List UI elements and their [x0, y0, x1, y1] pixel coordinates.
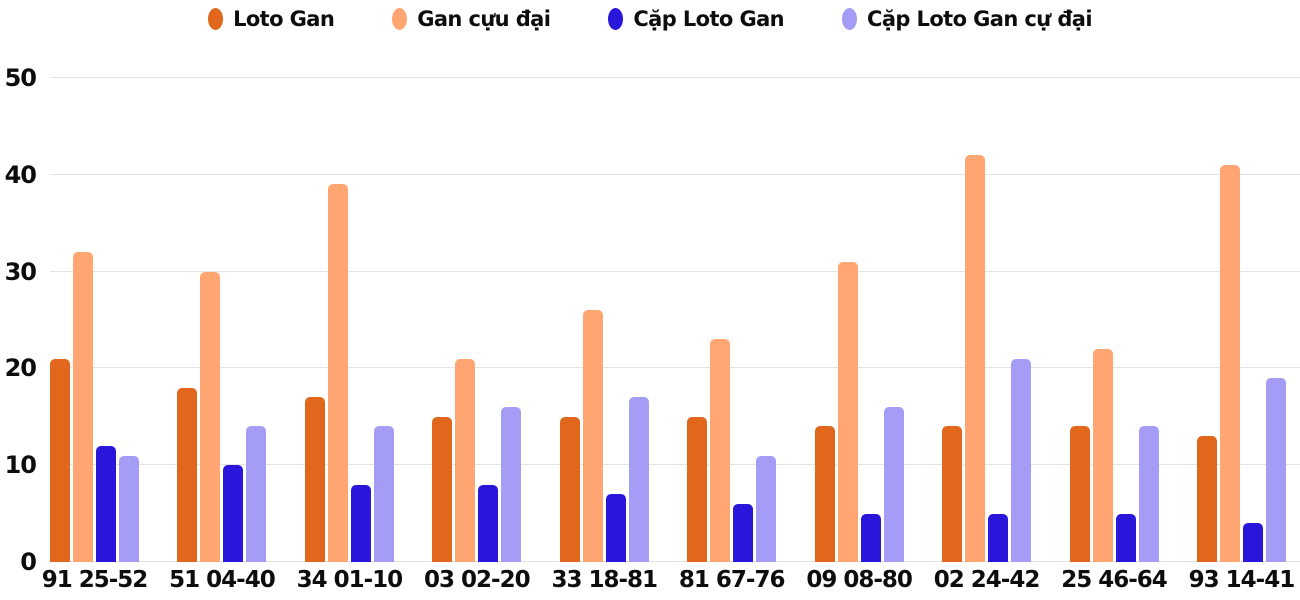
bar-group-25-46-64: 25 46-64 [1061, 78, 1168, 593]
bar-cap-loto-gan [1242, 523, 1263, 562]
bar-cap-loto-gan [1115, 513, 1136, 562]
legend-item-cap-loto-gan: Cặp Loto Gan [608, 7, 785, 31]
x-axis-label: 93 14-41 [1188, 567, 1296, 593]
bar-loto-gan [814, 426, 835, 562]
legend-dot-icon [608, 8, 624, 30]
x-axis-label: 09 08-80 [806, 567, 913, 593]
bar-group-02-24-42: 02 24-42 [934, 78, 1040, 593]
bar-loto-gan [304, 397, 325, 562]
bar-cap-loto-gan [733, 503, 754, 562]
bar-cap-loto-gan-cu-ai [1011, 358, 1032, 562]
bar-cap-loto-gan [478, 484, 499, 562]
legend-label: Cặp Loto Gan [633, 7, 785, 31]
bar-loto-gan [432, 416, 453, 562]
bar-loto-gan [942, 426, 963, 562]
bar-cap-loto-gan [860, 513, 881, 562]
bar-loto-gan [559, 416, 580, 562]
x-axis-label: 33 18-81 [551, 567, 658, 593]
bar-cap-loto-gan-cu-ai [883, 407, 904, 562]
bar-gan-cuu-ai [965, 155, 986, 562]
bar-cap-loto-gan-cu-ai [756, 455, 777, 562]
bar-group-93-14-41: 93 14-41 [1189, 78, 1295, 593]
legend-item-gan-cuu-ai: Gan cựu đại [392, 7, 551, 31]
y-tick-label: 0 [20, 548, 37, 576]
y-tick-label: 20 [4, 354, 37, 383]
gridline [50, 173, 1300, 175]
gridline [50, 464, 1300, 466]
x-axis-label: 02 24-42 [933, 567, 1041, 593]
x-axis-label: 25 46-64 [1061, 567, 1168, 593]
gridline [50, 561, 1300, 562]
bar-group-03-02-20: 03 02-20 [424, 78, 531, 593]
y-tick-label: 30 [4, 257, 37, 286]
legend-dot-icon [208, 8, 224, 30]
bar-loto-gan [177, 387, 198, 562]
bar-gan-cuu-ai [1092, 349, 1113, 562]
bar-group-51-04-40: 51 04-40 [169, 78, 276, 593]
bar-cap-loto-gan-cu-ai [628, 397, 649, 562]
bar-cap-loto-gan [988, 513, 1009, 562]
y-tick-label: 50 [4, 64, 37, 92]
legend-label: Gan cựu đại [417, 7, 551, 31]
y-tick-label: 10 [4, 451, 37, 480]
bar-gan-cuu-ai [327, 184, 348, 562]
x-axis-label: 51 04-40 [169, 567, 276, 593]
bar-cap-loto-gan-cu-ai [501, 407, 522, 562]
bar-cap-loto-gan-cu-ai [1265, 378, 1286, 562]
bar-gan-cuu-ai [200, 271, 221, 562]
legend: Loto Gan Gan cựu đại Cặp Loto Gan Cặp Loto … [0, 7, 1300, 31]
bar-cap-loto-gan [350, 484, 371, 562]
legend-dot-icon [842, 8, 858, 30]
bar-cap-loto-gan-cu-ai [119, 455, 139, 562]
bar-gan-cuu-ai [73, 252, 93, 562]
bar-group-81-67-76: 81 67-76 [679, 78, 785, 593]
bar-group-34-01-10: 34 01-10 [297, 78, 403, 593]
bar-cap-loto-gan [605, 494, 626, 562]
bar-cap-loto-gan-cu-ai [246, 426, 267, 562]
bar-gan-cuu-ai [455, 358, 476, 562]
bar-group-33-18-81: 33 18-81 [551, 78, 658, 593]
bar-gan-cuu-ai [1219, 165, 1240, 562]
bar-groups: 91 25-52 51 04-40 34 01-10 03 02-20 33 18-81… [42, 78, 1300, 593]
x-axis-label: 91 25-52 [41, 567, 149, 593]
bar-gan-cuu-ai [837, 261, 858, 562]
x-axis-label: 81 67-76 [678, 567, 786, 593]
bar-cap-loto-gan [96, 445, 116, 562]
bar-group-09-08-80: 09 08-80 [806, 78, 913, 593]
bar-loto-gan [1196, 436, 1217, 562]
x-axis-label: 34 01-10 [296, 567, 404, 593]
bar-gan-cuu-ai [710, 339, 731, 562]
legend-item-loto-gan: Loto Gan [208, 7, 335, 31]
bar-cap-loto-gan-cu-ai [1138, 426, 1159, 562]
legend-item-cap-loto-gan-cu-ai: Cặp Loto Gan cự đại [842, 7, 1093, 31]
gridline [50, 77, 1300, 78]
bar-loto-gan [1069, 426, 1090, 562]
bar-group-91-25-52: 91 25-52 [42, 78, 148, 593]
legend-dot-icon [392, 8, 408, 30]
bar-gan-cuu-ai [582, 310, 603, 562]
bar-loto-gan [687, 416, 708, 562]
bar-cap-loto-gan-cu-ai [373, 426, 394, 562]
y-axis-labels: 0 10 20 30 40 50 [2, 66, 37, 574]
bar-loto-gan [50, 358, 70, 562]
plot-area: 91 25-52 51 04-40 34 01-10 03 02-20 33 18-81… [42, 77, 1300, 593]
legend-label: Loto Gan [233, 7, 335, 31]
gridline [50, 270, 1300, 272]
y-tick-label: 40 [4, 160, 37, 189]
gridline [50, 367, 1300, 369]
bar-cap-loto-gan [223, 465, 244, 562]
x-axis-label: 03 02-20 [424, 567, 531, 593]
legend-label: Cặp Loto Gan cự đại [867, 7, 1093, 31]
